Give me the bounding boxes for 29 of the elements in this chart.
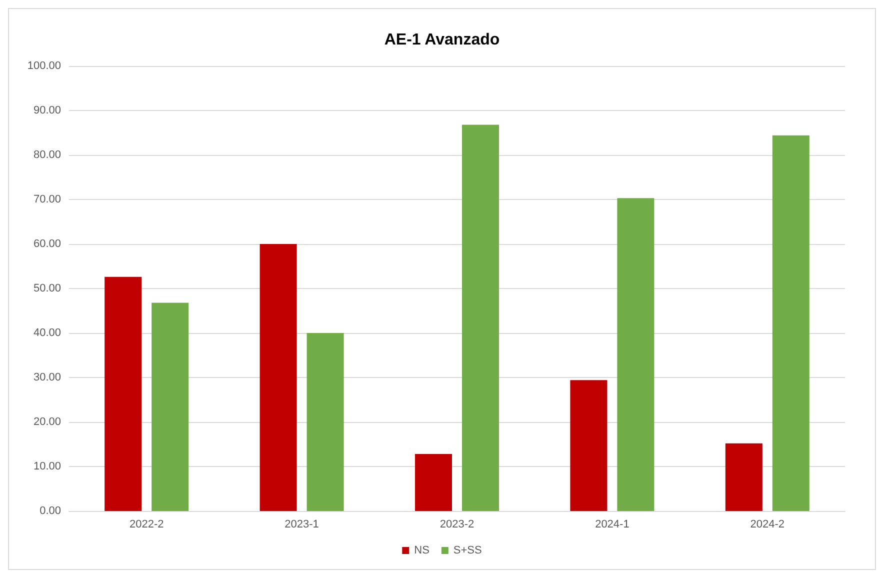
y-tick-label: 100.00: [27, 60, 61, 72]
bar: [772, 135, 810, 511]
x-tick-label: 2024-1: [595, 518, 630, 530]
y-tick-label: 60.00: [33, 238, 61, 250]
y-tick-label: 80.00: [33, 149, 61, 161]
x-tick-label: 2024-2: [750, 518, 785, 530]
bar: [306, 333, 344, 511]
bar: [617, 198, 654, 511]
y-tick-label: 10.00: [33, 460, 61, 472]
y-tick-label: 90.00: [33, 104, 61, 116]
bar: [152, 302, 189, 511]
y-tick-label: 70.00: [33, 194, 61, 206]
chart-title: AE-1 Avanzado: [384, 32, 500, 48]
y-tick-label: 40.00: [33, 327, 61, 339]
legend-label: NS: [414, 544, 430, 556]
bar: [725, 443, 762, 511]
y-tick-label: 50.00: [33, 282, 61, 294]
y-tick-label: 20.00: [33, 416, 61, 428]
x-tick-label: 2022-2: [129, 518, 164, 530]
legend-label: S+SS: [453, 544, 482, 556]
bar: [415, 454, 452, 511]
x-tick-label: 2023-2: [440, 518, 474, 530]
bar: [570, 380, 608, 511]
x-tick-label: 2023-1: [284, 518, 319, 530]
bar: [462, 124, 499, 511]
bar: [104, 276, 142, 511]
y-tick-label: 30.00: [33, 372, 61, 384]
y-tick-label: 0.00: [40, 505, 61, 517]
bar: [260, 244, 297, 511]
